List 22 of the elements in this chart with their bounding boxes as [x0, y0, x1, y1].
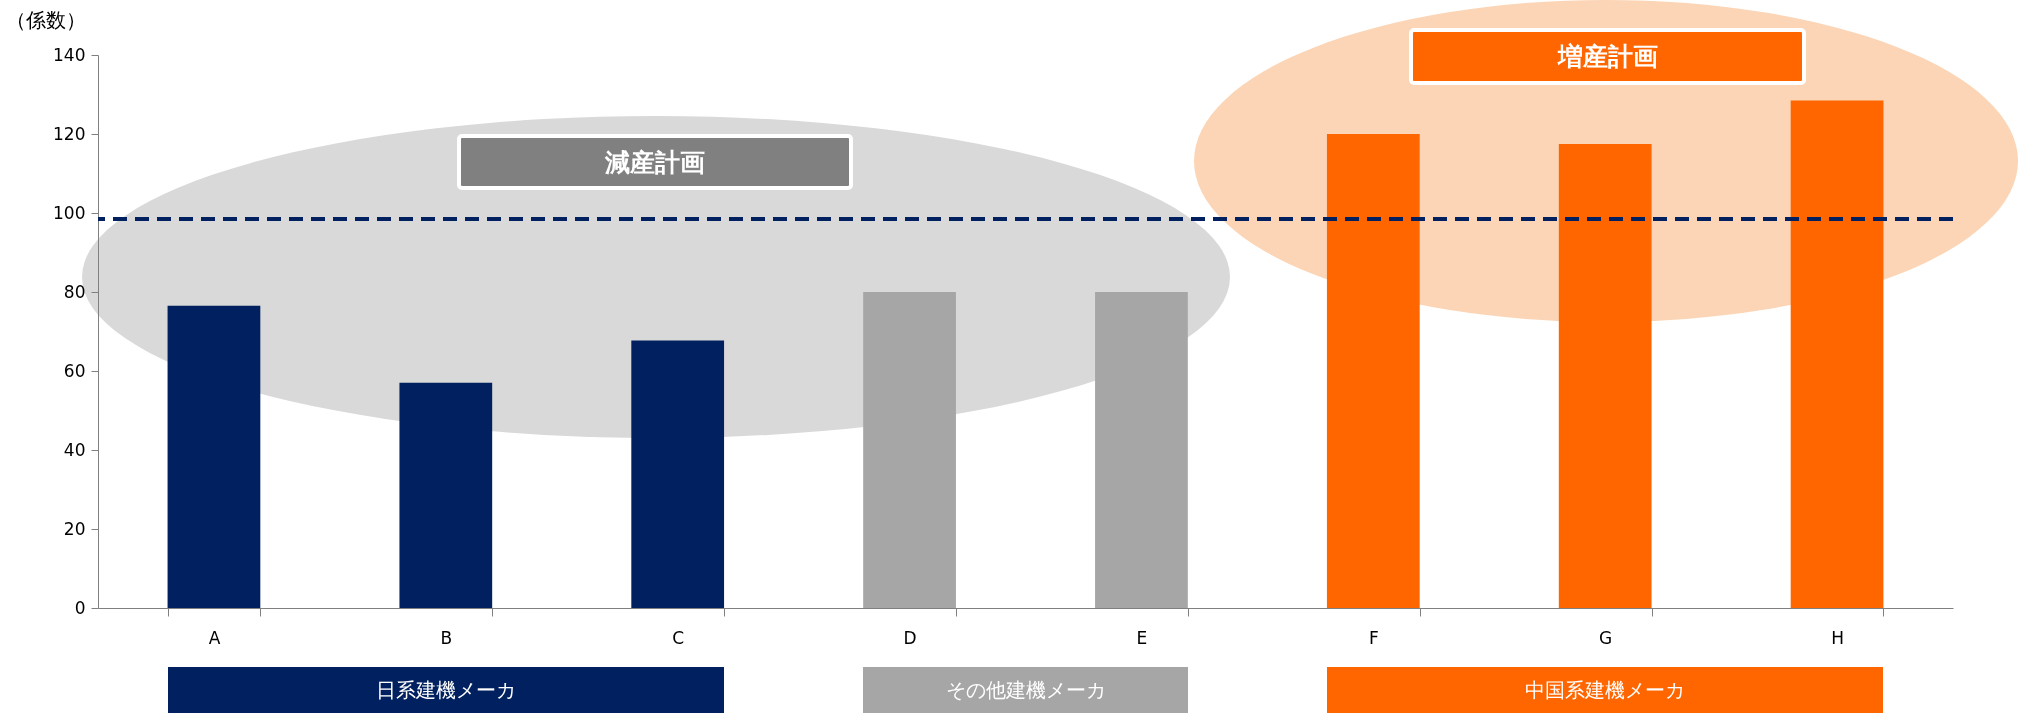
x-tick-label: B: [440, 627, 453, 648]
x-tick-label: D: [903, 627, 917, 648]
y-tick-label: 60: [63, 360, 86, 381]
x-tick-label: F: [1368, 627, 1379, 648]
y-axis-title: （係数）: [5, 7, 86, 32]
label-box: 中国系建機メーカ: [1326, 667, 1884, 713]
label-box: 増産計画: [1409, 28, 1806, 85]
x-tick-label: A: [208, 627, 221, 648]
x-tick-label: E: [1136, 627, 1148, 648]
y-tick-label: 80: [63, 281, 86, 302]
label-box: その他建機メーカ: [863, 667, 1188, 713]
y-tick-label: 100: [53, 202, 86, 223]
x-tick-label: C: [672, 627, 685, 648]
label-box: 日系建機メーカ: [167, 667, 725, 713]
x-tick-label: H: [1831, 627, 1844, 648]
label-box: 減産計画: [457, 134, 853, 190]
x-tick-label: G: [1599, 627, 1613, 648]
y-tick-label: 20: [63, 518, 86, 539]
y-tick-label: 140: [53, 44, 86, 65]
y-tick-label: 40: [63, 439, 86, 460]
y-tick-label: 0: [74, 597, 86, 618]
y-tick-label: 120: [53, 123, 86, 144]
